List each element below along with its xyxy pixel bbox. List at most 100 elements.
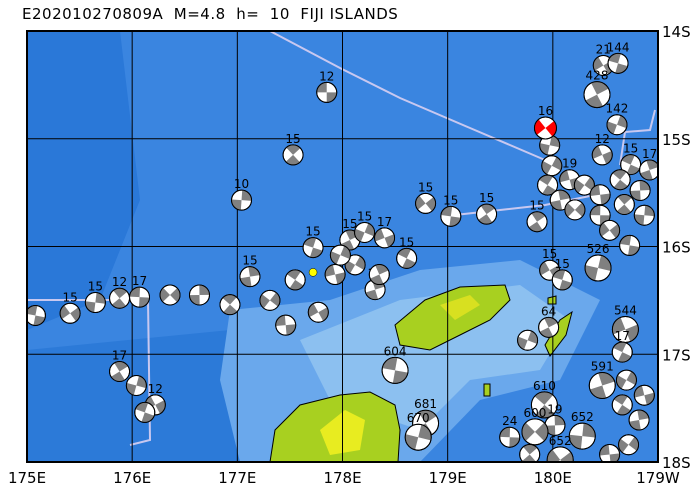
beachball[interactable]: 64 (538, 304, 560, 338)
beachball[interactable]: 19 (544, 402, 566, 436)
compressional-quadrant (355, 256, 366, 270)
beachball[interactable] (599, 443, 621, 464)
beachball[interactable] (25, 304, 46, 326)
beachball[interactable]: 15 (354, 209, 376, 243)
beachball[interactable]: 15 (526, 199, 548, 233)
beachball[interactable]: 652 (568, 410, 596, 450)
beachball[interactable] (628, 409, 650, 431)
beachball[interactable]: 12 (591, 132, 613, 166)
depth-label: 21 (596, 42, 611, 56)
beachball[interactable]: 610 (530, 379, 558, 419)
beachball[interactable]: 670 (404, 411, 432, 451)
beachball[interactable] (519, 443, 541, 464)
beachball[interactable] (573, 174, 595, 196)
beachball[interactable] (344, 254, 366, 276)
beachball[interactable]: 144 (607, 40, 630, 74)
compressional-quadrant (599, 222, 610, 237)
compressional-quadrant (612, 317, 626, 335)
beachball[interactable]: 17 (109, 348, 131, 382)
beachball[interactable]: 12 (316, 69, 338, 103)
beachball[interactable] (609, 169, 631, 191)
beachball[interactable]: 17 (611, 329, 633, 363)
compressional-quadrant (593, 56, 604, 71)
beachball[interactable] (541, 155, 563, 177)
beachball[interactable] (633, 204, 655, 226)
islet (547, 295, 557, 305)
beachball[interactable] (589, 184, 611, 206)
beachball[interactable]: 681 (412, 397, 440, 437)
beachball[interactable]: 526 (584, 242, 612, 282)
beachball[interactable] (134, 401, 156, 423)
beachball[interactable] (564, 199, 586, 221)
beachball[interactable] (275, 314, 297, 336)
beachball[interactable]: 15 (396, 235, 418, 269)
beachball[interactable] (611, 394, 633, 416)
compressional-quadrant (569, 434, 583, 450)
beachball[interactable]: 15 (551, 257, 573, 291)
depth-label: 600 (524, 406, 547, 420)
beachball[interactable] (619, 234, 641, 256)
beachball[interactable] (613, 193, 635, 215)
beachball[interactable]: 652 (546, 434, 574, 473)
compressional-quadrant (286, 144, 301, 155)
compressional-quadrant (241, 190, 252, 201)
beachball[interactable]: 17 (639, 147, 660, 181)
compressional-quadrant (415, 195, 426, 210)
beachball[interactable] (615, 369, 637, 391)
beachball[interactable] (549, 189, 571, 211)
depth-label: 17 (642, 147, 657, 161)
beachball[interactable]: 24 (499, 414, 521, 448)
depth-label: 144 (607, 40, 630, 54)
compressional-quadrant (95, 292, 106, 304)
depth-label: 15 (242, 254, 257, 268)
beachball[interactable] (329, 244, 351, 266)
beachball[interactable] (539, 134, 561, 156)
beachball[interactable]: 600 (521, 406, 549, 446)
beachball[interactable] (633, 384, 655, 406)
main-event-beachball[interactable]: 16 (533, 104, 557, 140)
compressional-quadrant (325, 264, 336, 277)
compressional-quadrant (619, 235, 632, 246)
beachball[interactable] (307, 301, 329, 323)
beachball[interactable]: 142 (606, 102, 629, 136)
depth-label: 16 (538, 104, 553, 118)
compressional-quadrant (499, 427, 511, 438)
beachball[interactable]: 17 (374, 215, 396, 249)
depth-label: 15 (623, 142, 638, 156)
depth-label: 15 (479, 191, 494, 205)
beachball[interactable]: 591 (588, 359, 616, 399)
beachball[interactable]: 428 (583, 69, 611, 109)
beachball[interactable] (368, 264, 390, 286)
beachball[interactable]: 15 (476, 191, 498, 225)
beachball[interactable] (188, 284, 210, 306)
beachball[interactable]: 15 (302, 225, 324, 259)
beachball[interactable] (517, 329, 539, 351)
beachball[interactable]: 15 (620, 142, 642, 176)
beachball[interactable] (618, 434, 640, 456)
beachball[interactable] (219, 294, 241, 316)
beachball[interactable]: 604 (381, 344, 409, 384)
beachball[interactable]: 15 (239, 254, 261, 288)
compressional-quadrant (522, 454, 537, 462)
beachball[interactable]: 15 (59, 290, 81, 324)
beachball[interactable] (125, 374, 147, 396)
beachball[interactable] (629, 179, 651, 201)
beachball[interactable] (599, 219, 621, 241)
beachball[interactable]: 12 (109, 275, 131, 309)
beachball[interactable]: 15 (282, 132, 304, 166)
beachball[interactable]: 15 (84, 280, 106, 314)
compressional-quadrant (345, 259, 356, 274)
lon-label: 180E (534, 469, 572, 487)
beachball[interactable] (159, 284, 181, 306)
beachball[interactable]: 17 (129, 274, 151, 308)
beachball[interactable]: 15 (339, 217, 361, 251)
beachball[interactable]: 10 (231, 177, 253, 211)
beachball[interactable] (537, 174, 559, 196)
beachball[interactable] (284, 269, 306, 291)
beachball[interactable]: 15 (440, 193, 462, 227)
compressional-quadrant (628, 436, 639, 451)
beachball[interactable] (324, 264, 346, 286)
deep-ocean (27, 330, 260, 462)
beachball[interactable] (259, 289, 281, 311)
beachball[interactable]: 15 (415, 180, 437, 214)
